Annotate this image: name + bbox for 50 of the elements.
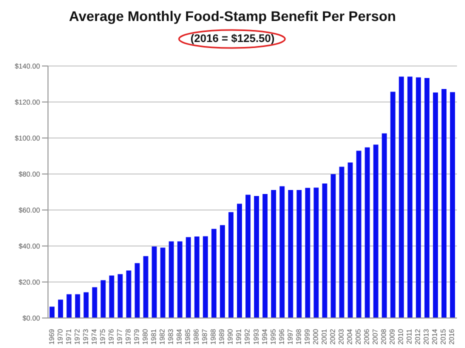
bar <box>424 78 430 318</box>
bar <box>58 300 64 318</box>
bar <box>305 188 310 318</box>
bar <box>168 241 174 318</box>
bar <box>450 92 456 318</box>
bar <box>134 263 140 318</box>
bar <box>339 166 344 318</box>
bar <box>271 190 276 318</box>
bar <box>416 77 421 318</box>
bar <box>398 76 404 318</box>
bar <box>432 92 438 318</box>
chart-title: Average Monthly Food-Stamp Benefit Per Person <box>68 8 397 24</box>
bar <box>356 150 362 318</box>
bar <box>348 162 353 318</box>
bar <box>330 174 336 318</box>
chart-subtitle: (2016 = $125.50) <box>190 33 275 45</box>
bar <box>407 76 412 318</box>
bar <box>186 237 191 318</box>
bar <box>220 225 225 318</box>
bar <box>211 228 216 318</box>
bar <box>152 246 157 318</box>
bar <box>194 236 200 318</box>
bar <box>50 306 55 318</box>
bar <box>254 196 260 318</box>
bar <box>296 190 302 318</box>
bar <box>364 147 370 318</box>
bar <box>66 294 72 318</box>
bar <box>126 270 132 318</box>
bar <box>160 248 166 318</box>
bar <box>390 92 396 318</box>
bar <box>228 212 234 318</box>
bar <box>373 144 378 318</box>
bar <box>109 276 114 318</box>
bar <box>280 186 285 318</box>
bar <box>236 204 242 318</box>
bar <box>75 294 80 318</box>
bar <box>177 241 182 318</box>
bar <box>246 194 251 318</box>
bar <box>382 133 387 318</box>
bar <box>118 274 123 318</box>
bar <box>314 188 319 318</box>
bar <box>92 287 98 318</box>
bar <box>100 280 106 318</box>
bar <box>322 184 328 318</box>
bar <box>262 194 268 318</box>
bar <box>441 89 446 318</box>
bar <box>202 236 208 318</box>
bar <box>143 256 148 318</box>
bar <box>84 292 89 318</box>
bar <box>288 190 294 318</box>
